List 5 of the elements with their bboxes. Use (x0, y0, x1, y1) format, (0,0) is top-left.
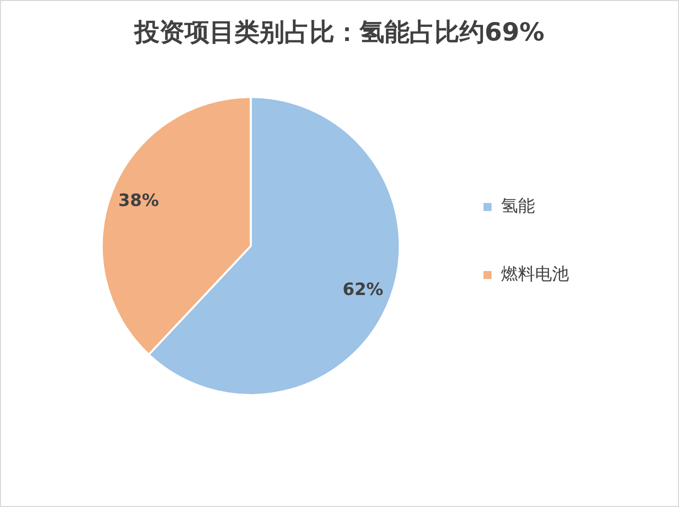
data-label: 62% (342, 280, 384, 300)
legend-label: 氢能 (501, 196, 535, 216)
chart-title: 投资项目类别占比：氢能占比约69% (134, 18, 544, 46)
legend-label: 燃料电池 (501, 264, 569, 284)
data-label: 38% (118, 190, 159, 211)
